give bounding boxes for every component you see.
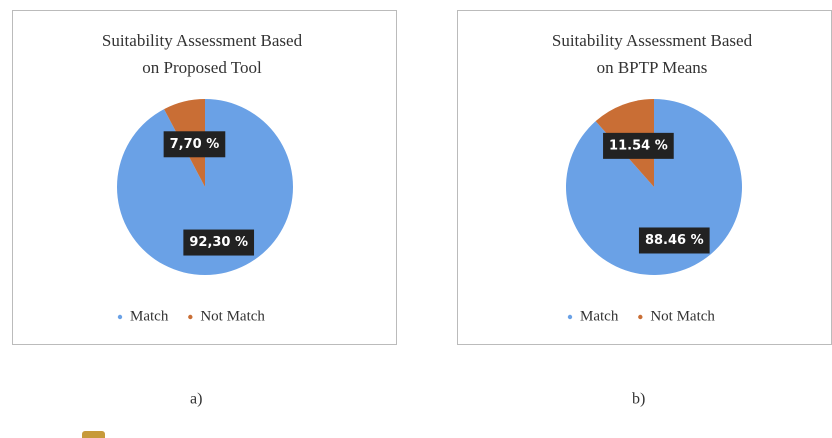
- decoration: [82, 431, 105, 438]
- data-label: 7,70 %: [170, 137, 220, 152]
- caption: a): [190, 391, 202, 408]
- legend-marker: [117, 314, 123, 320]
- chart-title: on BPTP Means: [597, 58, 708, 77]
- legend-marker: [567, 314, 573, 320]
- data-label: 88.46 %: [645, 233, 704, 248]
- chart-title: Suitability Assessment Based: [102, 31, 303, 50]
- legend-label: Match: [580, 308, 619, 324]
- legend-label: Not Match: [200, 308, 265, 324]
- data-label-box: [603, 132, 674, 159]
- data-label-box: [163, 131, 226, 158]
- data-label-box: [183, 229, 255, 256]
- caption: b): [632, 391, 645, 408]
- legend-label: Match: [130, 308, 169, 324]
- legend-marker: [188, 314, 193, 320]
- data-label: 11.54 %: [609, 138, 668, 153]
- data-label: 92,30 %: [189, 235, 248, 250]
- chart-title: Suitability Assessment Based: [552, 31, 753, 50]
- data-label-box: [638, 227, 710, 254]
- chart-title: on Proposed Tool: [142, 58, 262, 77]
- legend-label: Not Match: [650, 308, 715, 324]
- legend-marker: [638, 314, 643, 320]
